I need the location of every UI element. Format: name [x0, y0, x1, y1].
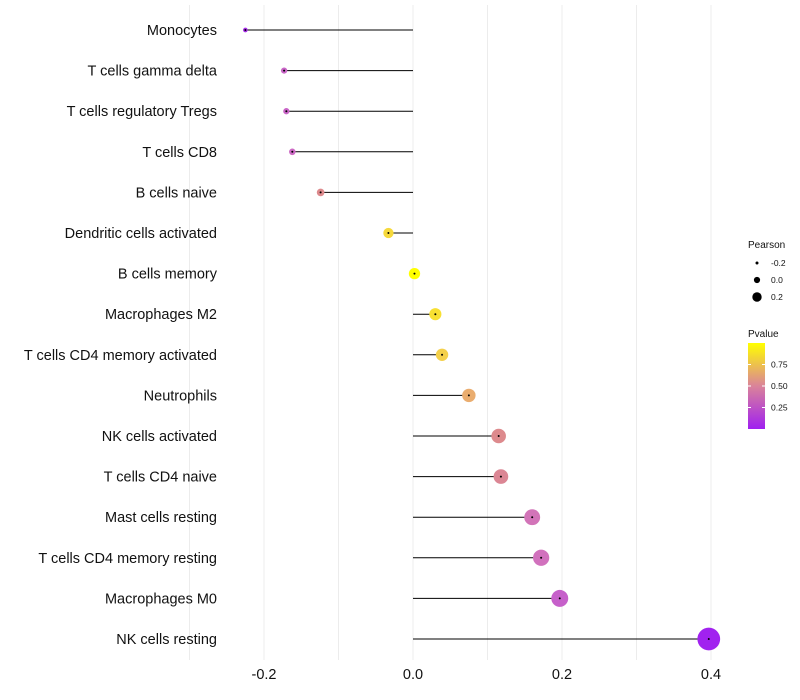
lollipop-center-dot	[413, 272, 416, 275]
category-label: T cells gamma delta	[88, 64, 218, 80]
lollipop-center-dot	[387, 232, 390, 234]
lollipop-marks	[243, 27, 721, 651]
category-label: T cells CD4 memory activated	[24, 348, 217, 364]
size-legend-key	[753, 276, 761, 284]
size-legend-title: Pearson	[748, 240, 785, 251]
category-label: NK cells resting	[116, 632, 217, 648]
legend: Pearson -0.2 0.0 0.2 Pvalue 0.25 0.50 0.75	[748, 240, 788, 429]
lollipop-center-dot	[285, 110, 288, 113]
category-label: Neutrophils	[144, 388, 217, 404]
category-label: Dendritic cells activated	[65, 226, 217, 242]
lollipop-center-dot	[707, 638, 710, 640]
lollipop-center-dot	[558, 597, 561, 600]
lollipop-center-dot	[244, 29, 247, 31]
grid-lines	[189, 5, 712, 660]
color-legend-bar	[748, 343, 765, 429]
color-legend-label: 0.75	[771, 360, 788, 370]
category-label: Macrophages M2	[105, 307, 217, 323]
x-tick-label: -0.2	[252, 667, 277, 683]
lollipop-center-dot	[540, 556, 543, 559]
lollipop-center-dot	[441, 353, 444, 356]
size-legend-label: -0.2	[771, 258, 786, 268]
color-legend-label: 0.25	[771, 403, 788, 413]
lollipop-center-dot	[319, 191, 322, 194]
category-label: T cells CD4 memory resting	[38, 551, 217, 567]
lollipop-center-dot	[291, 150, 294, 153]
category-label: Macrophages M0	[105, 591, 217, 607]
category-label: B cells memory	[118, 267, 218, 283]
category-label: B cells naive	[136, 185, 217, 201]
lollipop-center-dot	[497, 435, 500, 437]
lollipop-center-dot	[499, 475, 502, 478]
color-legend-label: 0.50	[771, 381, 788, 391]
x-tick-label: 0.2	[552, 667, 572, 683]
category-label: Monocytes	[147, 23, 217, 39]
size-legend-key	[752, 292, 762, 302]
category-label: T cells CD4 naive	[104, 470, 217, 486]
size-legend-label: 0.2	[771, 292, 783, 302]
lollipop-center-dot	[434, 313, 437, 316]
category-label: Mast cells resting	[105, 510, 217, 526]
x-tick-label: 0.4	[701, 667, 721, 683]
color-legend-title: Pvalue	[748, 329, 779, 340]
category-label: T cells CD8	[142, 145, 217, 161]
size-legend-label: 0.0	[771, 275, 783, 285]
category-label: NK cells activated	[102, 429, 217, 445]
x-tick-label: 0.0	[403, 667, 423, 683]
lollipop-center-dot	[467, 394, 470, 397]
lollipop-center-dot	[531, 516, 534, 519]
lollipop-center-dot	[283, 69, 286, 72]
x-axis-ticks: -0.2 0.0 0.2 0.4	[252, 667, 722, 683]
category-labels: Monocytes T cells gamma delta T cells regu…	[24, 23, 218, 648]
size-legend-key	[755, 261, 759, 265]
category-label: T cells regulatory Tregs	[67, 104, 217, 120]
